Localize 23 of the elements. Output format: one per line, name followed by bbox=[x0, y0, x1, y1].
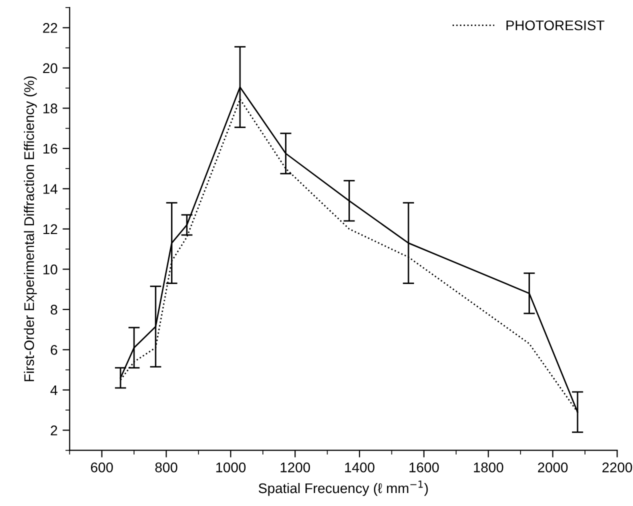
y-tick-label: 10 bbox=[43, 264, 58, 274]
x-tick-label: 800 bbox=[155, 462, 178, 472]
x-tick-label: 2200 bbox=[602, 462, 632, 472]
y-tick-label: 4 bbox=[50, 385, 58, 395]
x-tick-label: 1200 bbox=[280, 462, 310, 472]
y-tick-label: 6 bbox=[50, 345, 58, 355]
x-axis-title: Spatial Frecuency (ℓ mm$^{−1}$) bbox=[258, 480, 428, 496]
x-tick-label: 600 bbox=[90, 462, 113, 472]
y-tick-label: 12 bbox=[43, 224, 58, 234]
legend-label: PHOTORESIST bbox=[506, 20, 604, 30]
y-tick-label: 14 bbox=[43, 184, 58, 194]
x-tick-label: 2000 bbox=[538, 462, 568, 472]
y-tick-label: 16 bbox=[43, 144, 58, 154]
y-tick-label: 20 bbox=[43, 63, 58, 74]
y-tick-label: 18 bbox=[43, 104, 58, 114]
x-tick-label: 1800 bbox=[474, 462, 504, 472]
x-tick-label: 1400 bbox=[345, 462, 374, 472]
y-axis-title: First-Order Experimental Diffraction Efficiency (%) bbox=[24, 76, 37, 382]
x-tick-label: 1600 bbox=[410, 462, 439, 472]
y-tick-label: 22 bbox=[43, 23, 58, 33]
y-tick-label: 2 bbox=[50, 426, 58, 436]
x-tick-label: 1000 bbox=[216, 462, 246, 472]
y-tick-label: 8 bbox=[50, 304, 58, 315]
